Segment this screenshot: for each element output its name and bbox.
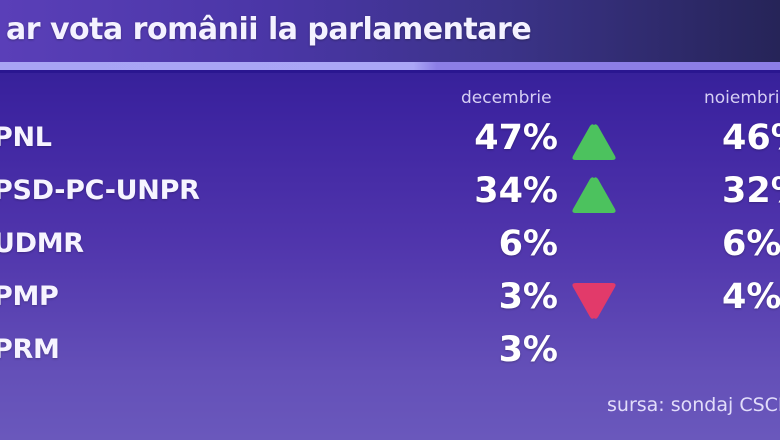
party-name: PMP [0,281,59,312]
percent-previous: 32% [722,171,780,211]
percent-current: 47% [474,118,558,158]
table-row-udmr: UDMR 6% 6% [0,224,780,276]
table-row-psd: PSD-PC-UNPR 34% 32% [0,171,780,223]
column-header-december: decembrie [461,88,552,108]
title-underline [0,62,780,70]
percent-current: 34% [474,171,558,211]
party-name: PSD-PC-UNPR [0,175,200,206]
percent-current: 3% [498,277,558,317]
table-row-pmp: PMP 3% 4% [0,277,780,329]
table-row-pnl: PNL 47% 46% [0,118,780,170]
table-row-prm: PRM 3% [0,330,780,382]
party-name: PRM [0,334,60,365]
triangle-up-icon [571,175,617,215]
party-name: UDMR [0,228,84,259]
triangle-up-icon [571,122,617,162]
party-name: PNL [0,122,52,153]
title-underline-shadow [0,70,780,73]
title-bar: ar vota românii la parlamentare [0,0,780,62]
percent-current: 3% [498,330,558,370]
percent-previous: 6% [722,224,780,264]
source-caption: sursa: sondaj CSCI [607,394,780,416]
page-title: ar vota românii la parlamentare [6,12,532,47]
percent-previous: 4% [722,277,780,317]
triangle-down-icon [571,281,617,321]
percent-current: 6% [498,224,558,264]
percent-previous: 46% [722,118,780,158]
column-header-november: noiembrie [704,88,780,108]
